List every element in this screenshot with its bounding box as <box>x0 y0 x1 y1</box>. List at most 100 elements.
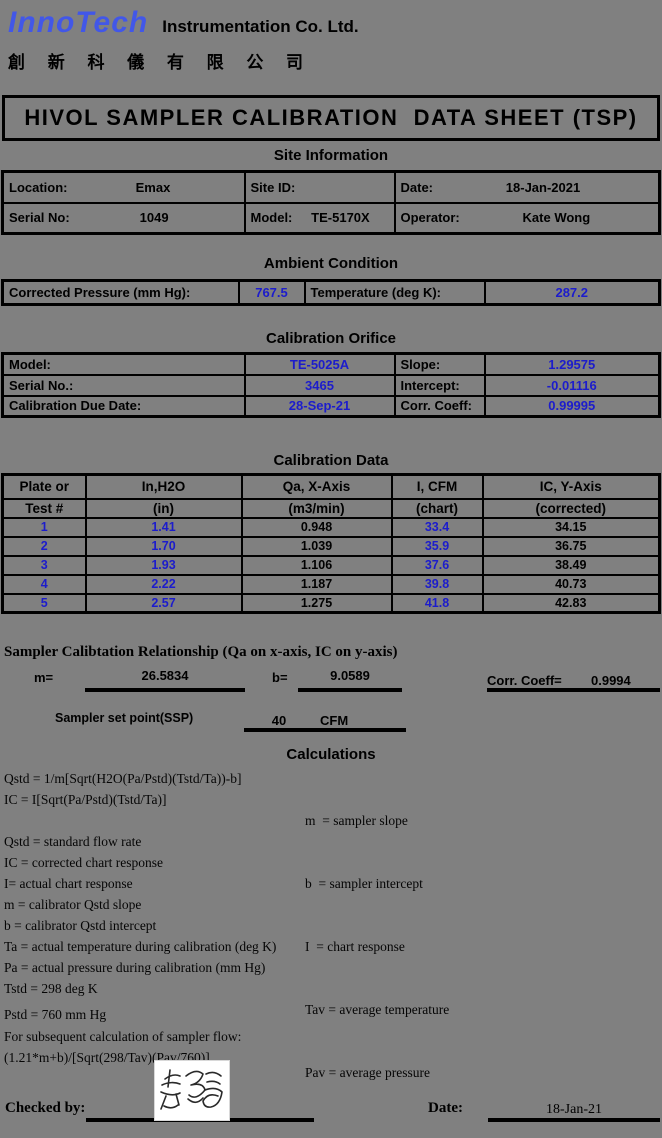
definition-line: m = calibrator Qstd slope <box>4 897 142 912</box>
definition-line: Pstd = 760 mm Hg <box>4 1007 107 1022</box>
signature <box>155 1061 229 1120</box>
calibration-data-table: Plate or In,H2O Qa, X-Axis I, CFM IC, Y-… <box>1 473 661 614</box>
company-name: Instrumentation Co. Ltd. <box>162 17 359 36</box>
serial-no-label: Serial No: <box>9 210 70 226</box>
column-header: Plate or <box>1 473 87 500</box>
definition-line: Pa = actual pressure during calibration … <box>4 960 266 975</box>
b-value: 9.0589 <box>298 668 402 692</box>
in-h2o-value: 1.41 <box>84 516 243 538</box>
definition-line: Tstd = 298 deg K <box>4 981 98 996</box>
set-point-label: Sampler set point(SSP) <box>55 711 194 725</box>
calibration-row: 2 1.70 1.039 35.9 36.75 <box>1 535 661 557</box>
formula-line: Qstd = 1/m[Sqrt(H2O(Pa/Pstd)(Tstd/Ta))-b… <box>4 771 242 786</box>
calibration-row: 5 2.57 1.275 41.8 42.83 <box>1 592 661 614</box>
orifice-serial-label: Serial No.: <box>1 373 246 397</box>
relationship-heading: Sampler Calibtation Relationship (Qa on … <box>4 644 398 660</box>
column-header: (corrected) <box>481 497 661 519</box>
ic-value: 40.73 <box>481 573 661 595</box>
site-information-table: Location: Emax Site ID: Date: 18-Jan-202… <box>1 170 661 235</box>
site-id-label: Site ID: <box>250 179 296 195</box>
column-header: (chart) <box>390 497 484 519</box>
column-header: I, CFM <box>390 473 484 500</box>
sheet-title: HIVOL SAMPLER CALIBRATION DATA SHEET (TS… <box>2 95 660 141</box>
model-label: Model: <box>250 210 293 226</box>
in-h2o-value: 2.22 <box>84 573 243 595</box>
calibration-orifice-heading: Calibration Orifice <box>265 330 397 347</box>
serial-no-value: 1049 <box>139 210 169 226</box>
calibration-row: 3 1.93 1.106 37.6 38.49 <box>1 554 661 576</box>
in-h2o-value: 1.93 <box>84 554 243 576</box>
model-value: TE-5170X <box>311 210 370 226</box>
definition-line: IC = corrected chart response <box>4 855 164 870</box>
header: InnoTech Instrumentation Co. Ltd. <box>8 6 359 40</box>
qa-value: 1.039 <box>240 535 393 557</box>
ambient-condition-table: Corrected Pressure (mm Hg): 767.5 Temper… <box>1 279 661 306</box>
definition-line: I = chart response <box>305 939 405 954</box>
symbol-definitions-left: Qstd = standard flow rate IC = corrected… <box>4 831 334 1025</box>
calibration-data-heading: Calibration Data <box>273 452 389 469</box>
column-header: Test # <box>1 497 87 519</box>
b-label: b= <box>272 670 288 685</box>
ic-value: 42.83 <box>481 592 661 614</box>
set-point-unit: CFM <box>320 713 349 728</box>
in-h2o-value: 2.57 <box>84 592 243 614</box>
calibration-orifice-table: Model: TE-5025A Slope: 1.29575 Serial No… <box>1 352 661 418</box>
column-header: (m3/min) <box>240 497 393 519</box>
calculation-formulas: Qstd = 1/m[Sqrt(H2O(Pa/Pstd)(Tstd/Ta))-b… <box>4 768 304 810</box>
qa-value: 0.948 <box>240 516 393 538</box>
test-number: 5 <box>1 592 87 614</box>
definition-line: b = sampler intercept <box>305 876 423 891</box>
definition-line: Pav = average pressure <box>305 1065 430 1080</box>
m-label: m= <box>34 670 54 685</box>
orifice-corr-coeff-label: Corr. Coeff: <box>393 394 486 418</box>
table-row: Location: Emax Site ID: Date: 18-Jan-202… <box>1 170 661 204</box>
m-value: 26.5834 <box>85 668 245 692</box>
table-row: Corrected Pressure (mm Hg): 767.5 Temper… <box>1 279 661 306</box>
due-date-label: Calibration Due Date: <box>1 394 246 418</box>
test-number: 2 <box>1 535 87 557</box>
in-h2o-value: 1.70 <box>84 535 243 557</box>
temperature-value: 287.2 <box>483 279 661 306</box>
corrected-pressure-label: Corrected Pressure (mm Hg): <box>1 279 240 306</box>
table-row: Model: TE-5025A Slope: 1.29575 <box>1 352 661 376</box>
date-label: Date: <box>400 179 434 195</box>
qa-value: 1.187 <box>240 573 393 595</box>
slope-value: 1.29575 <box>483 352 661 376</box>
i-cfm-value: 41.8 <box>390 592 484 614</box>
orifice-model-label: Model: <box>1 352 246 376</box>
signature-handwriting <box>160 1069 223 1110</box>
i-cfm-value: 39.8 <box>390 573 484 595</box>
due-date-value: 28-Sep-21 <box>243 394 396 418</box>
footer-date-group: 18-Jan-21 <box>488 1098 660 1122</box>
date-value: 18-Jan-2021 <box>505 179 581 195</box>
footer-date-value: 18-Jan-21 <box>546 1102 602 1117</box>
set-point-value: 40 <box>271 713 287 728</box>
definition-line: Ta = actual temperature during calibrati… <box>4 939 277 954</box>
table-row: Serial No: 1049 Model: TE-5170X Operator… <box>1 201 661 235</box>
operator-value: Kate Wong <box>522 210 591 226</box>
corrected-pressure-value: 767.5 <box>237 279 306 306</box>
definition-line: m = sampler slope <box>305 813 408 828</box>
column-header: In,H2O <box>84 473 243 500</box>
company-logo: InnoTech <box>8 6 149 39</box>
slope-label: Slope: <box>393 352 486 376</box>
footer-date-label: Date: <box>428 1100 463 1116</box>
ic-value: 36.75 <box>481 535 661 557</box>
table-row: Serial No.: 3465 Intercept: -0.01116 <box>1 373 661 397</box>
formula-line: IC = I[Sqrt(Pa/Pstd)(Tstd/Ta)] <box>4 792 167 807</box>
calibration-row: 1 1.41 0.948 33.4 34.15 <box>1 516 661 538</box>
qa-value: 1.275 <box>240 592 393 614</box>
ic-value: 38.49 <box>481 554 661 576</box>
calibration-row: 4 2.22 1.187 39.8 40.73 <box>1 573 661 595</box>
column-header: Qa, X-Axis <box>240 473 393 500</box>
footnote-line: For subsequent calculation of sampler fl… <box>4 1029 242 1044</box>
location-value: Emax <box>135 179 171 195</box>
intercept-value: -0.01116 <box>483 373 661 397</box>
checked-by-underline <box>86 1098 314 1122</box>
header-row: Test # (in) (m3/min) (chart) (corrected) <box>1 497 661 519</box>
i-cfm-value: 35.9 <box>390 535 484 557</box>
corr-coeff-label: Corr. Coeff= <box>487 673 562 688</box>
i-cfm-value: 33.4 <box>390 516 484 538</box>
column-header: (in) <box>84 497 243 519</box>
